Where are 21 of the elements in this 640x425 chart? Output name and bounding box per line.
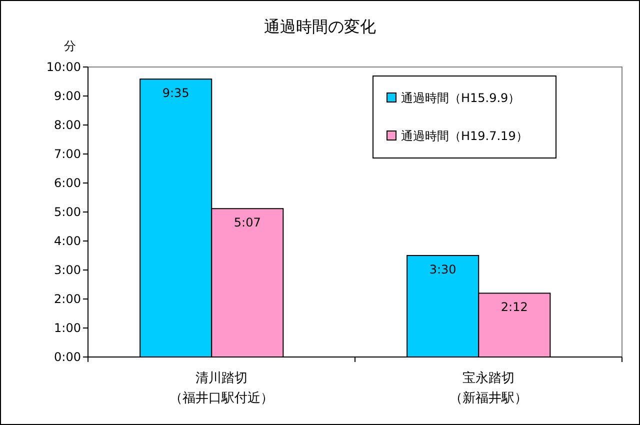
chart-title: 通過時間の変化 (264, 17, 376, 36)
y-tick-label: 7:00 (54, 147, 81, 161)
y-tick-label: 2:00 (54, 292, 81, 306)
y-tick-label: 3:00 (54, 263, 81, 277)
data-label: 5:07 (234, 216, 261, 230)
y-tick-label: 0:00 (54, 350, 81, 364)
x-tick-label: 宝永踏切（新福井駅） (450, 370, 528, 406)
data-label: 9:35 (162, 86, 190, 100)
y-tick-label: 8:00 (54, 118, 81, 132)
y-tick-label: 6:00 (54, 176, 81, 190)
x-tick-label: 清川踏切（福井口駅付近） (170, 371, 274, 406)
data-label: 3:30 (429, 262, 456, 276)
y-tick-label: 1:00 (54, 321, 81, 335)
y-axis-title: 分 (64, 39, 76, 53)
legend-label: 通過時間（H19.7.19） (401, 129, 528, 143)
y-tick-label: 9:00 (54, 89, 81, 103)
y-tick-label: 4:00 (54, 234, 81, 248)
y-tick-label: 10:00 (46, 60, 81, 74)
y-tick-label: 5:00 (54, 205, 81, 219)
data-label: 2:12 (500, 300, 528, 314)
legend-label: 通過時間（H15.9.9） (401, 91, 520, 105)
